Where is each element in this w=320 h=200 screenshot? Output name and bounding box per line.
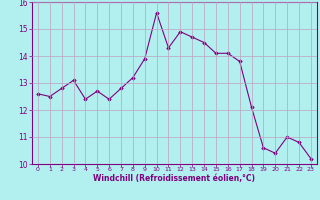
X-axis label: Windchill (Refroidissement éolien,°C): Windchill (Refroidissement éolien,°C) — [93, 174, 255, 183]
